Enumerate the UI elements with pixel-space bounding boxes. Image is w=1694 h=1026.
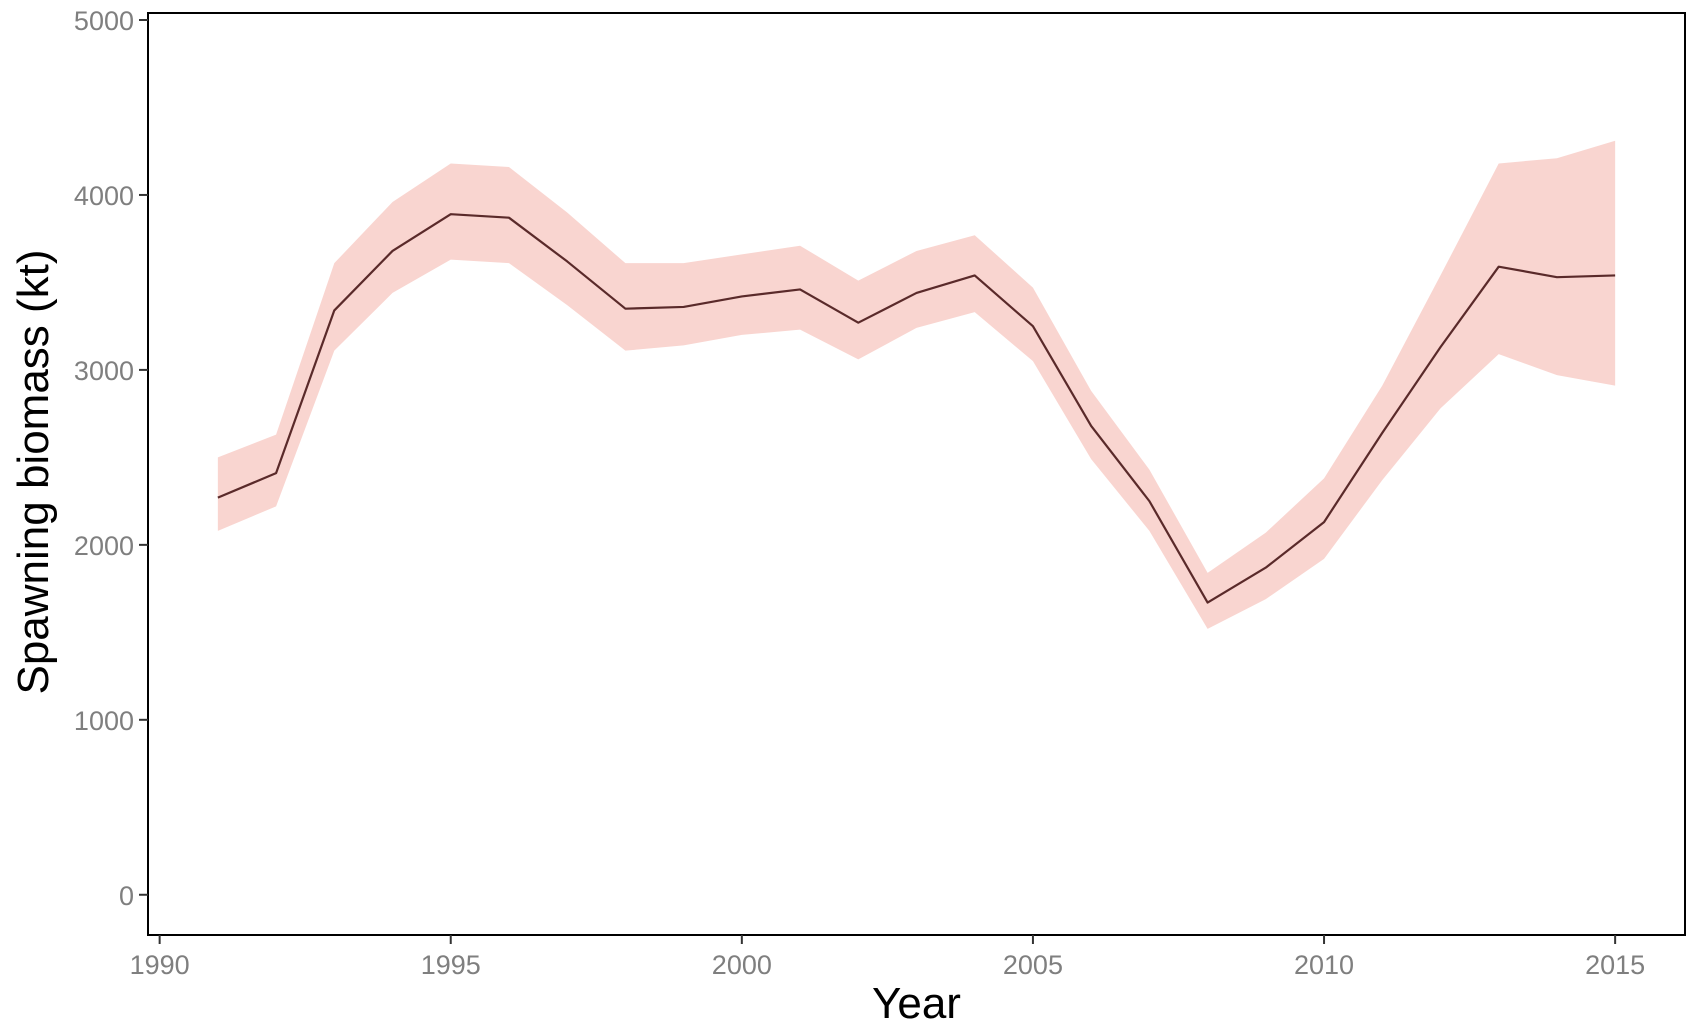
y-tick-label: 1000 bbox=[74, 706, 134, 736]
x-tick-label: 2015 bbox=[1585, 950, 1645, 980]
x-tick-label: 2010 bbox=[1294, 950, 1354, 980]
y-tick-label: 5000 bbox=[74, 6, 134, 36]
x-tick-label: 1995 bbox=[421, 950, 481, 980]
y-axis-title: Spawning biomass (kt) bbox=[9, 249, 58, 694]
y-tick-label: 0 bbox=[119, 881, 134, 911]
series-line-layer bbox=[217, 213, 1616, 604]
x-tick-label: 2000 bbox=[712, 950, 772, 980]
x-axis-title: Year bbox=[872, 979, 961, 1026]
plot-frame bbox=[147, 12, 1686, 936]
y-tick-label: 2000 bbox=[74, 531, 134, 561]
y-tick-label: 4000 bbox=[74, 181, 134, 211]
y-tick-label: 3000 bbox=[74, 356, 134, 386]
confidence-band-layer bbox=[217, 140, 1616, 629]
confidence-band bbox=[217, 140, 1616, 629]
x-axis: 1990 1995 2000 2005 2010 2015 bbox=[130, 935, 1645, 980]
x-tick-label: 2005 bbox=[1003, 950, 1063, 980]
y-axis: 0 1000 2000 3000 4000 5000 bbox=[74, 6, 148, 911]
x-tick-label: 1990 bbox=[130, 950, 190, 980]
